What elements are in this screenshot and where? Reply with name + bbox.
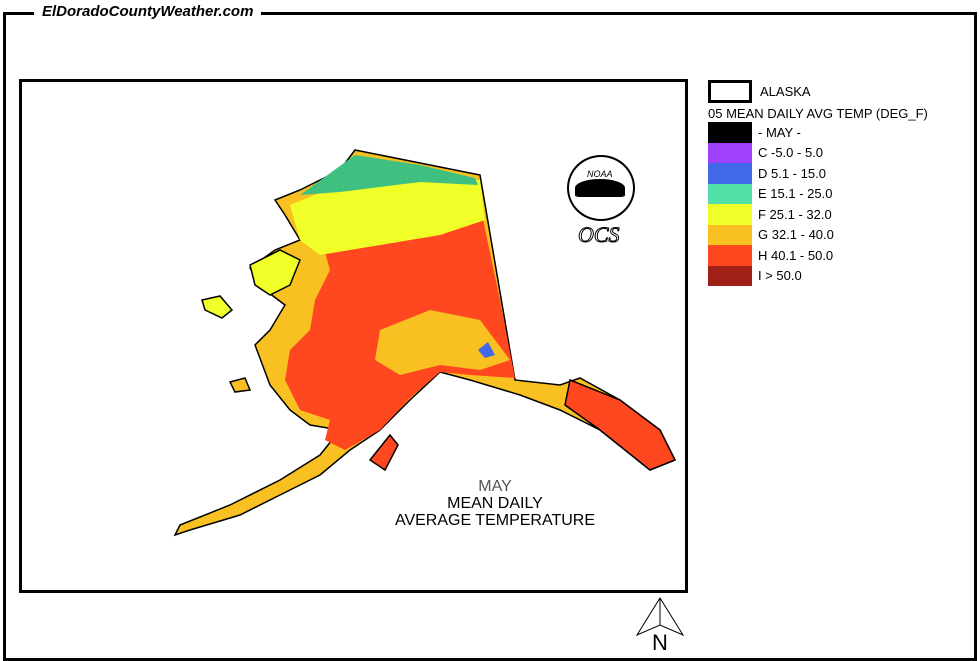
legend-swatch — [708, 163, 752, 184]
noaa-text: NOAA — [587, 169, 613, 179]
outer-frame — [3, 12, 977, 661]
legend-swatch — [708, 224, 752, 245]
north-arrow-icon — [635, 597, 685, 637]
legend-swatch — [708, 122, 752, 143]
legend-region-label: ALASKA — [760, 83, 811, 99]
legend-label: G 32.1 - 40.0 — [758, 227, 834, 243]
legend-item: F 25.1 - 32.0 — [708, 204, 928, 225]
legend-swatch — [708, 142, 752, 163]
north-label: N — [652, 630, 668, 655]
legend-label: C -5.0 - 5.0 — [758, 145, 824, 161]
ocs-text: OCS — [578, 222, 621, 248]
legend-item: C -5.0 - 5.0 — [708, 142, 928, 163]
legend-item: E 15.1 - 25.0 — [708, 183, 928, 204]
region-g-interior — [375, 310, 510, 375]
seward-peninsula — [249, 249, 301, 296]
legend-label: I > 50.0 — [758, 268, 802, 284]
legend-swatch — [708, 265, 752, 286]
region-d — [478, 342, 495, 358]
legend-item: D 5.1 - 15.0 — [708, 163, 928, 184]
legend-label: F 25.1 - 32.0 — [758, 206, 832, 222]
legend-label: H 40.1 - 50.0 — [758, 247, 834, 263]
legend-item: I > 50.0 — [708, 265, 928, 286]
legend-item: G 32.1 - 40.0 — [708, 224, 928, 245]
map-panel — [19, 79, 688, 593]
island-st-lawrence — [201, 295, 234, 319]
noaa-logo: NOAA — [567, 155, 635, 221]
legend-region-swatch — [708, 79, 752, 103]
map-title-line2: AVERAGE TEMPERATURE — [394, 512, 596, 529]
legend-item: - MAY - — [708, 122, 928, 143]
map-title-month: MAY — [478, 478, 512, 495]
map-title-line1: MEAN DAILY — [447, 495, 543, 512]
region-e — [300, 155, 478, 195]
legend-swatch — [708, 245, 752, 266]
legend-item: H 40.1 - 50.0 — [708, 245, 928, 266]
site-title: ElDoradoCountyWeather.com — [34, 3, 262, 20]
legend-label: D 5.1 - 15.0 — [758, 165, 826, 181]
region-f — [290, 180, 485, 255]
legend-label: - MAY - — [758, 124, 801, 140]
legend-swatch — [708, 183, 752, 204]
map-title: MAY MEAN DAILY AVERAGE TEMPERATURE — [380, 478, 610, 529]
region-h-panhandle — [564, 378, 677, 471]
legend-label: E 15.1 - 25.0 — [758, 186, 833, 202]
island-nunivak — [228, 377, 252, 393]
legend: ALASKA 05 MEAN DAILY AVG TEMP (DEG_F) - … — [708, 78, 928, 286]
legend-title: 05 MEAN DAILY AVG TEMP (DEG_F) — [708, 106, 928, 121]
legend-swatch — [708, 204, 752, 225]
noaa-logo-bird — [575, 179, 625, 197]
kodiak-island — [368, 433, 399, 472]
